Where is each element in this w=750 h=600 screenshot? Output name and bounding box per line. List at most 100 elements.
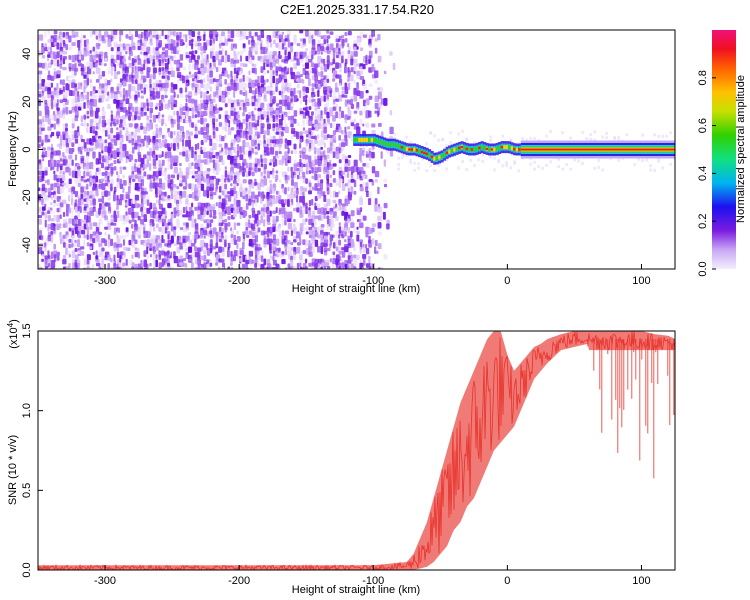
- heatmap-cell: [320, 262, 324, 268]
- heatmap-cell: [665, 134, 668, 138]
- heatmap-cell: [669, 162, 672, 166]
- heatmap-cell: [50, 251, 54, 260]
- heatmap-cell: [86, 266, 90, 269]
- heatmap-cell: [254, 235, 259, 243]
- heatmap-cell: [125, 51, 128, 55]
- heatmap-cell: [465, 168, 468, 172]
- heatmap-cell: [326, 63, 330, 70]
- heatmap-cell: [305, 142, 308, 147]
- heatmap-cell: [272, 162, 276, 168]
- heatmap-cell: [80, 63, 85, 70]
- heatmap-cell: [329, 142, 333, 147]
- heatmap-cell: [218, 66, 222, 72]
- heatmap-cell: [68, 167, 72, 176]
- heatmap-cell: [374, 38, 378, 42]
- heatmap-cell: [344, 166, 348, 173]
- heatmap-cell: [413, 161, 416, 165]
- heatmap-cell: [305, 258, 308, 264]
- heatmap-cell: [146, 210, 150, 215]
- heatmap-cell: [239, 186, 243, 193]
- heatmap-cell: [445, 167, 448, 171]
- heatmap-cell: [314, 74, 318, 82]
- heatmap-cell: [119, 235, 123, 240]
- heatmap-cell: [155, 187, 158, 195]
- heatmap-cell: [260, 30, 264, 37]
- heatmap-cell: [176, 62, 180, 68]
- heatmap-cell: [344, 206, 347, 213]
- heatmap-cell: [50, 218, 54, 222]
- heatmap-cell: [437, 164, 440, 168]
- heatmap-cell: [233, 255, 237, 262]
- heatmap-cell: [80, 71, 85, 76]
- heatmap-cell: [281, 114, 284, 121]
- heatmap-cell: [296, 190, 299, 196]
- heatmap-cell: [53, 199, 56, 204]
- heatmap-cell: [257, 251, 261, 255]
- signal-cell: [513, 147, 517, 151]
- heatmap-cell: [155, 254, 158, 259]
- heatmap-cell: [134, 263, 138, 269]
- heatmap-cell: [275, 215, 279, 222]
- heatmap-cell: [50, 46, 53, 53]
- heatmap-cell: [257, 247, 262, 251]
- heatmap-cell: [80, 250, 85, 256]
- heatmap-cell: [311, 175, 314, 179]
- heatmap-cell: [62, 139, 66, 148]
- heatmap-cell: [95, 135, 99, 139]
- heatmap-cell: [167, 202, 172, 209]
- heatmap-cell: [239, 154, 244, 160]
- heatmap-cell: [173, 119, 176, 125]
- heatmap-cell: [257, 134, 260, 139]
- heatmap-cell: [164, 95, 168, 99]
- heatmap-cell: [164, 258, 168, 265]
- heatmap-cell: [397, 163, 400, 167]
- heatmap-cell: [329, 150, 333, 155]
- heatmap-cell: [323, 126, 327, 134]
- heatmap-cell: [47, 227, 50, 232]
- heatmap-cell: [545, 134, 548, 138]
- heatmap-cell: [350, 74, 354, 82]
- heatmap-cell: [65, 106, 69, 115]
- heatmap-cell: [194, 62, 199, 71]
- heatmap-cell: [305, 130, 308, 134]
- heatmap-cell: [224, 210, 227, 214]
- heatmap-cell: [170, 95, 175, 104]
- heatmap-cell: [95, 259, 100, 263]
- heatmap-cell: [131, 66, 134, 74]
- heatmap-cell: [149, 34, 153, 40]
- heatmap-cell: [113, 254, 116, 261]
- heatmap-cell: [146, 67, 151, 73]
- heatmap-cell: [107, 150, 111, 156]
- heatmap-cell: [284, 47, 288, 52]
- heatmap-cell: [368, 154, 372, 161]
- heatmap-cell: [248, 186, 252, 194]
- heatmap-cell: [251, 139, 256, 147]
- heatmap-cell: [47, 210, 51, 214]
- heatmap-cell: [161, 207, 166, 215]
- heatmap-cell: [326, 198, 331, 206]
- heatmap-cell: [143, 135, 147, 141]
- heatmap-cell: [176, 210, 180, 217]
- heatmap-cell: [227, 147, 232, 151]
- heatmap-cell: [347, 199, 350, 205]
- heatmap-cell: [299, 38, 303, 42]
- heatmap-cell: [182, 34, 186, 38]
- heatmap-cell: [116, 210, 120, 219]
- heatmap-cell: [317, 166, 322, 172]
- heatmap-cell: [281, 162, 284, 166]
- signal-cell: [500, 145, 504, 149]
- heatmap-cell: [143, 171, 147, 177]
- heatmap-cell: [47, 82, 51, 89]
- heatmap-cell: [119, 51, 122, 57]
- heatmap-cell: [173, 190, 178, 197]
- heatmap-cell: [77, 175, 81, 180]
- heatmap-cell: [173, 162, 178, 167]
- heatmap-cell: [89, 162, 94, 170]
- heatmap-cell: [149, 87, 154, 92]
- heatmap-cell: [347, 50, 351, 55]
- heatmap-cell: [257, 99, 261, 104]
- heatmap-cell: [254, 31, 258, 37]
- heatmap-cell: [83, 102, 86, 109]
- heatmap-cell: [281, 94, 285, 100]
- heatmap-cell: [317, 246, 322, 253]
